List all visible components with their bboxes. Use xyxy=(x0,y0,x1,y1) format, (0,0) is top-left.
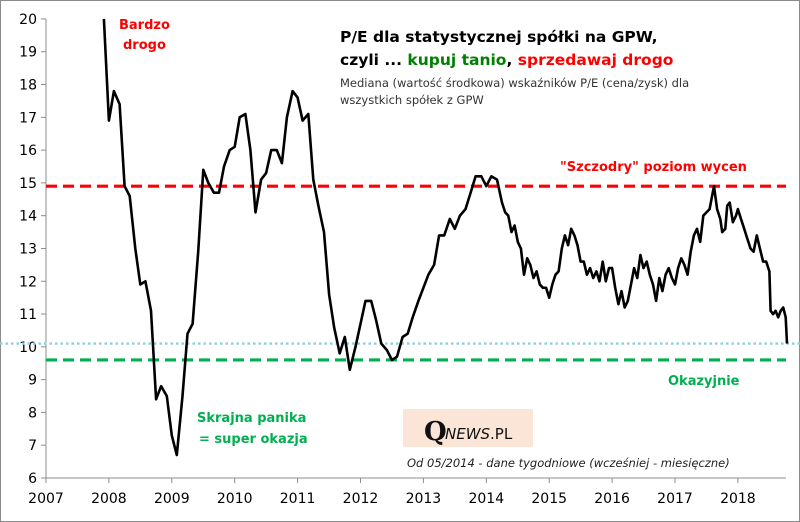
chart-title-line1: P/E dla statystycznej spółki na GPW, xyxy=(340,28,658,46)
reference-lines xyxy=(0,184,800,362)
x-tick-label: 2013 xyxy=(406,491,442,507)
y-tick-label: 18 xyxy=(19,78,37,94)
label-okazyjnie: Okazyjnie xyxy=(668,374,740,389)
y-tick-label: 9 xyxy=(28,373,37,389)
x-ticks: 2007 2008 2009 2010 2011 2012 2013 2014 2015 2016… xyxy=(28,478,756,507)
chart-subtitle-line1: Mediana (wartość środkowa) wskaźników P/… xyxy=(340,76,689,90)
x-tick-label: 2016 xyxy=(594,491,630,507)
y-tick-label: 8 xyxy=(28,405,37,421)
x-tick-label: 2010 xyxy=(217,491,253,507)
y-tick-label: 16 xyxy=(19,143,37,159)
y-tick-label: 14 xyxy=(19,209,37,225)
y-tick-label: 15 xyxy=(19,176,37,192)
data-frequency-note: Od 05/2014 - dane tygodniowe (wcześniej … xyxy=(407,456,730,470)
x-tick-label: 2011 xyxy=(280,491,316,507)
y-tick-label: 12 xyxy=(19,274,37,290)
y-tick-label: 19 xyxy=(19,45,37,61)
y-tick-label: 20 xyxy=(19,12,37,28)
y-tick-label: 17 xyxy=(19,110,37,126)
title-prefix: czyli ... xyxy=(340,51,407,69)
x-tick-label: 2007 xyxy=(28,491,64,507)
x-tick-label: 2008 xyxy=(91,491,127,507)
y-tick-label: 11 xyxy=(19,307,37,323)
x-tick-label: 2012 xyxy=(343,491,379,507)
qnews-logo: Q NEWS .PL xyxy=(403,409,533,447)
pe-series-line xyxy=(102,18,789,457)
annotation-skrajna-panika: Skrajna panika xyxy=(197,411,306,426)
chart-title-line2: czyli ... kupuj tanio, sprzedawaj drogo xyxy=(340,51,673,69)
logo-news: NEWS xyxy=(445,425,491,443)
y-tick-label: 6 xyxy=(28,471,37,487)
x-tick-label: 2015 xyxy=(531,491,567,507)
logo-domain: .PL xyxy=(490,425,513,443)
title-buy-cheap: kupuj tanio xyxy=(407,51,506,69)
title-sell-expensive: sprzedawaj drogo xyxy=(518,51,674,69)
y-ticks: 6 7 8 9 10 11 12 13 14 15 16 17 18 19 20 xyxy=(19,12,46,487)
x-tick-label: 2014 xyxy=(468,491,504,507)
y-tick-label: 10 xyxy=(19,340,37,356)
title-separator: , xyxy=(506,51,517,69)
y-tick-label: 13 xyxy=(19,241,37,257)
annotation-drogo: drogo xyxy=(123,38,166,53)
logo-background xyxy=(403,409,533,447)
x-tick-label: 2018 xyxy=(720,491,756,507)
annotation-super-okazja: = super okazja xyxy=(199,432,308,447)
label-szczodry-poziom: "Szczodry" poziom wycen xyxy=(560,160,747,175)
y-tick-label: 7 xyxy=(28,438,37,454)
logo-q: Q xyxy=(424,417,447,447)
x-tick-label: 2017 xyxy=(657,491,693,507)
annotation-bardzo: Bardzo xyxy=(119,18,170,33)
x-tick-label: 2009 xyxy=(154,491,190,507)
chart-subtitle-line2: wszystkich spółek z GPW xyxy=(340,93,484,107)
